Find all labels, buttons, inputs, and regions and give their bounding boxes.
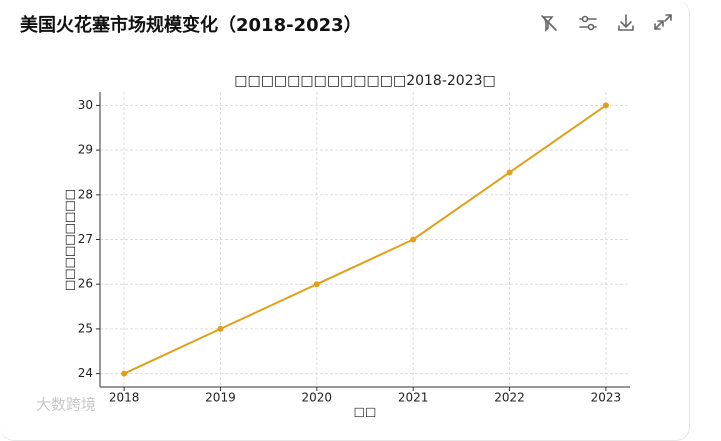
point <box>121 370 128 377</box>
toolbar <box>541 14 672 32</box>
x-tick-label: 2019 <box>205 391 236 405</box>
x-tick-label: 2020 <box>302 391 333 405</box>
x-tick-label: 2021 <box>398 391 429 405</box>
y-tick-label: 25 <box>78 321 93 335</box>
page: 美国火花塞市场规模变化（2018-2023） □□□□□□□□□□□□□2018… <box>0 0 690 441</box>
y-tick-label: 29 <box>78 143 93 157</box>
watermark: 大数跨境 <box>36 396 96 414</box>
point <box>217 325 224 332</box>
y-tick-label: 27 <box>78 232 93 246</box>
expand-icon[interactable] <box>654 14 672 30</box>
point <box>506 169 513 176</box>
settings-icon[interactable] <box>579 15 597 31</box>
y-axis-label: □□□□□□□□□ <box>63 189 77 291</box>
line <box>123 104 607 375</box>
point <box>313 281 320 288</box>
y-tick-label: 28 <box>78 187 93 201</box>
x-tick-label: 2023 <box>591 391 622 405</box>
hide-icon[interactable] <box>541 15 557 32</box>
x-axis-label: □□ <box>354 405 377 419</box>
chart: □□□□□□□□□□□□□2018-2023□ □□ □□□□□□□□□ 大数跨… <box>36 73 630 419</box>
x-tick-label: 2018 <box>109 391 140 405</box>
point <box>410 236 417 243</box>
card-title: 美国火花塞市场规模变化（2018-2023） <box>20 15 362 36</box>
point <box>602 102 609 109</box>
y-tick-label: 30 <box>78 98 93 112</box>
y-tick-label: 26 <box>78 277 93 291</box>
chart-title: □□□□□□□□□□□□□2018-2023□ <box>234 73 496 89</box>
download-icon[interactable] <box>618 14 634 31</box>
y-tick-label: 24 <box>78 366 93 380</box>
x-tick-label: 2022 <box>494 391 525 405</box>
